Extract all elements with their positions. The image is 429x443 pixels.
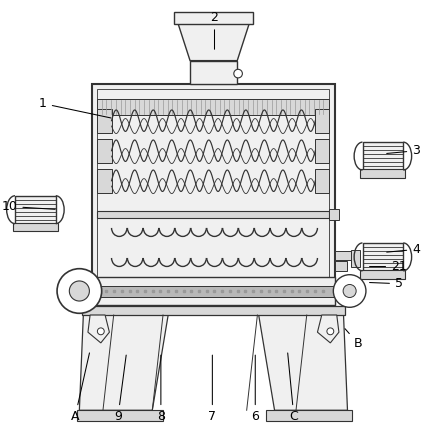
- Bar: [363, 243, 403, 271]
- Text: C: C: [288, 353, 298, 423]
- Bar: [92, 277, 335, 305]
- Bar: [329, 209, 339, 220]
- Bar: [97, 139, 112, 163]
- Circle shape: [333, 275, 366, 307]
- Bar: [13, 223, 58, 231]
- Text: 5: 5: [369, 277, 403, 290]
- Bar: [335, 251, 351, 260]
- Circle shape: [343, 284, 356, 298]
- Bar: [97, 99, 329, 115]
- Bar: [92, 286, 335, 296]
- Polygon shape: [178, 24, 249, 61]
- Bar: [97, 211, 329, 218]
- Bar: [174, 12, 253, 24]
- Bar: [97, 109, 112, 133]
- Bar: [363, 142, 403, 170]
- Text: 4: 4: [387, 243, 420, 256]
- Text: 6: 6: [251, 355, 259, 423]
- Text: 10: 10: [1, 200, 55, 213]
- Bar: [77, 410, 163, 421]
- Circle shape: [69, 281, 89, 301]
- Bar: [92, 84, 335, 307]
- Bar: [315, 169, 329, 193]
- Text: A: A: [71, 353, 90, 423]
- Bar: [266, 410, 352, 421]
- Bar: [190, 61, 237, 84]
- Polygon shape: [79, 307, 169, 410]
- Bar: [351, 250, 360, 267]
- Bar: [315, 139, 329, 163]
- Bar: [360, 169, 405, 178]
- Circle shape: [234, 69, 242, 78]
- Bar: [315, 109, 329, 133]
- Bar: [335, 261, 347, 271]
- Bar: [15, 196, 56, 224]
- Circle shape: [57, 269, 102, 313]
- Bar: [97, 169, 112, 193]
- Text: 2: 2: [211, 11, 218, 49]
- Text: 3: 3: [387, 144, 420, 157]
- Text: 7: 7: [208, 355, 216, 423]
- Text: 1: 1: [39, 97, 111, 118]
- Bar: [360, 270, 405, 279]
- Text: 9: 9: [114, 355, 126, 423]
- Circle shape: [97, 328, 104, 335]
- Text: 8: 8: [157, 355, 165, 423]
- Text: B: B: [345, 329, 363, 350]
- Polygon shape: [257, 307, 347, 410]
- Polygon shape: [88, 315, 109, 343]
- Bar: [82, 307, 345, 315]
- Polygon shape: [317, 315, 339, 343]
- Bar: [97, 89, 329, 302]
- Text: 21: 21: [369, 260, 407, 273]
- Circle shape: [327, 328, 334, 335]
